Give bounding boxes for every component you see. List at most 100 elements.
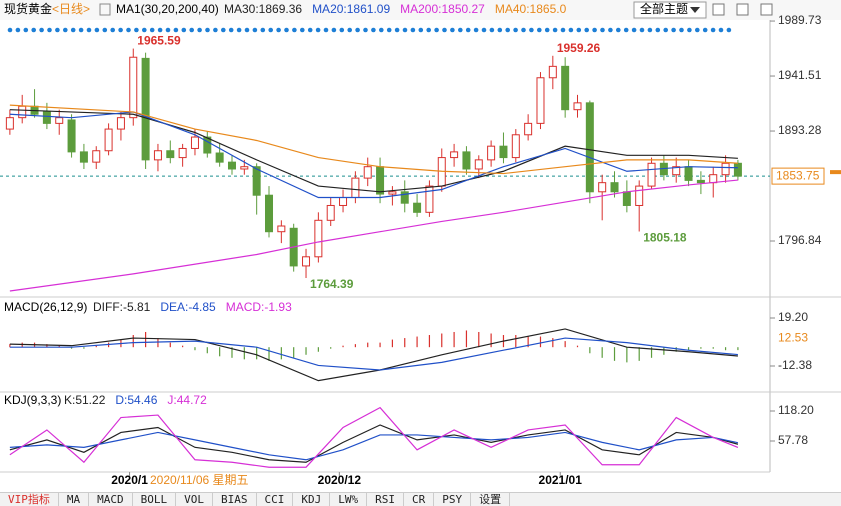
event-dot (655, 27, 661, 33)
candle-body (339, 196, 348, 206)
indicator-tab[interactable]: KDJ (293, 493, 331, 506)
x-tick-label: 2021/01 (539, 473, 583, 487)
event-dot (197, 27, 202, 33)
indicator-line (9, 406, 739, 468)
panel-title: KDJ(9,3,3) (4, 393, 61, 407)
indicator-tab[interactable]: VIP指标 (0, 493, 59, 506)
icon[interactable] (99, 3, 111, 16)
dropdown-arrow[interactable] (690, 7, 700, 13)
x-tick-label: 2020/1 (111, 473, 148, 487)
candle-body (55, 117, 64, 124)
indicator-tab[interactable]: LW% (330, 493, 368, 506)
event-dot (537, 27, 542, 33)
indicator-tab[interactable]: RSI (367, 493, 404, 506)
event-dot (394, 27, 400, 33)
event-dot (307, 27, 313, 33)
event-dot (679, 27, 684, 33)
event-dot (213, 27, 218, 33)
event-dot (434, 27, 439, 33)
legend-entry: MA200:1850.27 (400, 2, 485, 16)
event-dot (165, 27, 171, 33)
candle-body (104, 128, 113, 152)
event-dot (149, 27, 155, 33)
indicator-tab[interactable]: CR (404, 493, 435, 506)
legend-entry: J:44.72 (167, 393, 207, 407)
event-dot (489, 27, 495, 33)
event-dot (616, 27, 621, 33)
indicator-line (9, 337, 738, 371)
candle-body (240, 166, 249, 170)
event-dot (473, 27, 479, 33)
candle-body (178, 147, 187, 159)
indicator-line (9, 431, 739, 461)
event-dot (252, 27, 258, 33)
panel-title: MACD(26,12,9) (4, 300, 87, 314)
candle-body (733, 162, 742, 177)
event-dot (181, 27, 187, 33)
indicator-tab[interactable]: BIAS (213, 493, 257, 506)
period: <日线> (52, 2, 90, 16)
theme-text[interactable]: 全部主题 (640, 1, 688, 16)
candle-body (647, 162, 656, 187)
candle-body (499, 145, 508, 159)
event-dot (442, 27, 447, 33)
last-price-label: 1853.75 (776, 168, 820, 182)
candle-body (598, 182, 607, 193)
price-annotation: 1965.59 (137, 34, 181, 48)
candle-body (363, 166, 372, 179)
indicator-tab[interactable]: MA (59, 493, 90, 506)
indicator-tab[interactable]: 设置 (471, 493, 511, 506)
event-dot (260, 27, 266, 33)
theme-select[interactable] (633, 1, 707, 19)
indicator-tab[interactable]: CCI (257, 493, 294, 506)
candle-body (450, 151, 459, 159)
event-dot (78, 27, 84, 33)
window-btn[interactable] (712, 3, 725, 16)
event-dot (695, 27, 700, 33)
legend-entry: DEA:-4.85 (160, 300, 216, 314)
candle-body (116, 117, 125, 130)
cursor-date: 2020/11/06 星期五 (150, 473, 249, 487)
indicator-tab[interactable]: VOL (176, 493, 213, 506)
window-btn[interactable] (760, 3, 773, 16)
legend-entry: MACD:-1.93 (226, 300, 292, 314)
window-btn[interactable] (736, 3, 749, 16)
candle-body (326, 204, 335, 221)
y-tick-label: 1941.51 (778, 68, 822, 82)
candle-body (696, 179, 705, 184)
candle-body (67, 119, 76, 153)
event-dot (631, 27, 637, 33)
event-dot (292, 27, 297, 33)
event-dot (386, 27, 392, 33)
last-price-box (771, 167, 825, 185)
indicator-tab[interactable]: MACD (89, 493, 133, 506)
candle-body (721, 162, 730, 176)
candle-body (18, 105, 27, 119)
event-dot (94, 27, 100, 33)
indicator-tab[interactable]: BOLL (133, 493, 177, 506)
indicator-tabs: VIP指标 MA MACD BOLL VOL BIAS CCI KDJ LW% RSI CR PSY 设… (0, 492, 841, 506)
candle-body (536, 77, 545, 124)
candle-body (561, 65, 570, 111)
event-dot (371, 27, 376, 33)
candle-body (190, 136, 199, 149)
y-tick-label: 1989.73 (778, 13, 822, 27)
legend-entry: DIFF:-5.81 (93, 300, 151, 314)
indicator-tab[interactable]: PSY (434, 493, 472, 506)
event-dot (7, 27, 13, 33)
event-dot (355, 27, 360, 33)
event-dot (450, 27, 455, 33)
candle-body (203, 136, 212, 154)
y-tick-label: -12.38 (778, 358, 812, 372)
indicator: MA1(30,20,200,40) (116, 2, 219, 16)
event-dot (560, 27, 566, 33)
indicator-line (9, 179, 738, 292)
y-tick-label: 19.20 (778, 310, 808, 324)
candle-body (635, 185, 644, 206)
price-annotation: 1959.26 (557, 41, 601, 55)
legend-entry: MA40:1865.0 (495, 2, 567, 16)
candle-body (302, 256, 311, 267)
event-dot (718, 27, 724, 33)
candle-body (376, 166, 385, 195)
event-dot (236, 27, 242, 33)
